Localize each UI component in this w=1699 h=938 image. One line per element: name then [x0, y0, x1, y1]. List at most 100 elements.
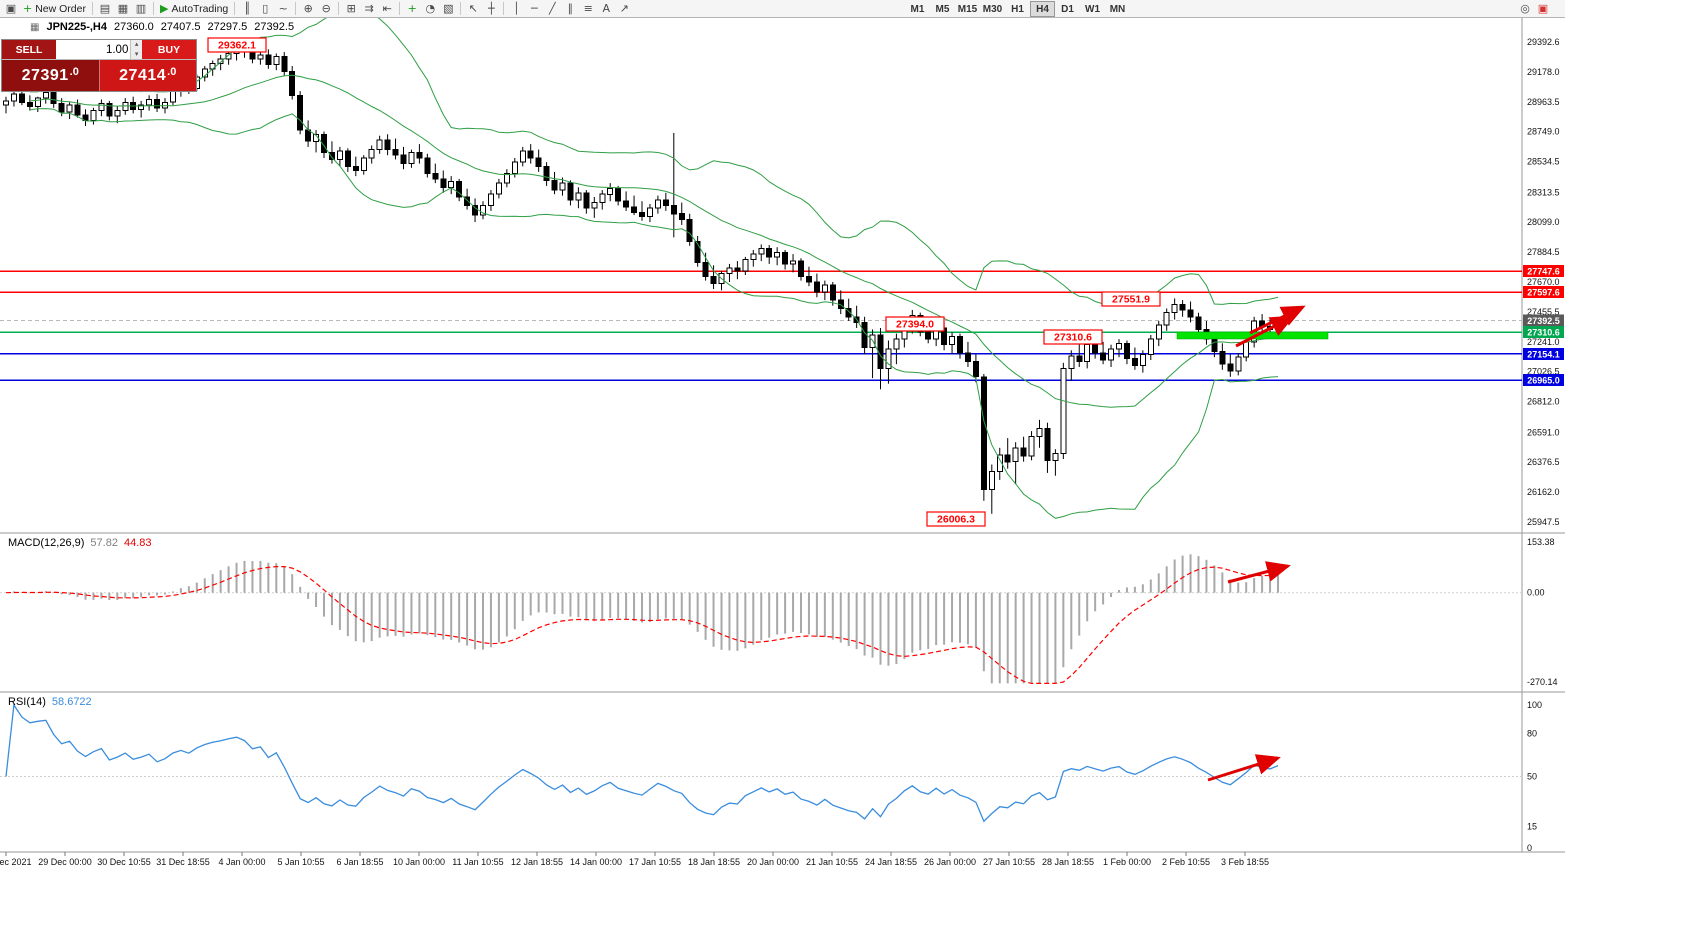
timeframe-d1-button[interactable]: D1 [1055, 1, 1080, 17]
tile-windows-icon[interactable]: ⊞ [342, 1, 360, 17]
svg-text:29392.6: 29392.6 [1527, 37, 1560, 47]
arrows-icon[interactable]: ↗ [615, 1, 633, 17]
profiles-icon[interactable]: ▤ [96, 1, 114, 17]
new-order-icon: + [23, 2, 33, 15]
svg-text:17 Jan 10:55: 17 Jan 10:55 [629, 857, 681, 867]
toolbar-separator [152, 2, 154, 15]
chart-canvas[interactable]: 29392.6 29178.0 28963.5 28749.0 28534.5 28313… [0, 18, 1565, 868]
sell-price-decimal: .0 [69, 66, 79, 78]
trendline-icon[interactable]: ╱ [543, 1, 561, 17]
vertical-line-icon[interactable]: │ [507, 1, 525, 17]
toolbar-separator [234, 2, 236, 15]
rsi-value: 58.6722 [51, 696, 92, 708]
svg-text:27026.5: 27026.5 [1527, 367, 1560, 377]
svg-text:29362.1: 29362.1 [218, 40, 256, 52]
svg-text:28749.0: 28749.0 [1527, 127, 1560, 137]
svg-text:5 Jan 10:55: 5 Jan 10:55 [277, 857, 324, 867]
autotrading-button[interactable]: ▶ AutoTrading [157, 1, 231, 17]
auto-scroll-icon[interactable]: ⇉ [360, 1, 378, 17]
symbol-period-label: JPN225-,H4 [46, 21, 107, 33]
search-icon[interactable]: ◎ [1516, 1, 1534, 17]
toolbar-separator [460, 2, 462, 15]
macd-header: MACD(12,26,9) 57.82 44.83 [8, 537, 151, 549]
timeframe-m5-button[interactable]: M5 [930, 1, 955, 17]
chart-info-line: ▦ JPN225-,H4 27360.0 27407.5 27297.5 273… [30, 21, 294, 33]
timeframe-h4-button[interactable]: H4 [1030, 1, 1055, 17]
rsi-header: RSI(14) 58.6722 [8, 696, 92, 708]
one-click-trading-panel: SELL ▴ ▾ BUY 27391 .0 27414 .0 [1, 39, 197, 92]
new-order-button[interactable]: + New Order [20, 1, 89, 17]
price-level-lines[interactable] [0, 270, 1522, 382]
sell-price[interactable]: 27391 .0 [2, 60, 100, 91]
svg-text:153.38: 153.38 [1527, 537, 1555, 547]
cursor-icon[interactable]: ↖ [464, 1, 482, 17]
svg-text:27455.5: 27455.5 [1527, 307, 1560, 317]
crosshair-icon[interactable]: ┼ [482, 1, 500, 17]
buy-button[interactable]: BUY [142, 40, 196, 59]
svg-text:11 Jan 10:55: 11 Jan 10:55 [452, 857, 503, 867]
horizontal-line-icon[interactable]: ─ [525, 1, 543, 17]
svg-text:26965.0: 26965.0 [1527, 376, 1560, 386]
svg-text:27 Jan 10:55: 27 Jan 10:55 [983, 857, 1035, 867]
timeframe-mn-button[interactable]: MN [1105, 1, 1130, 17]
toolbar: ▣ + New Order ▤ ▦ ▥ ▶ AutoTrading ║ ▯ ~ ⊕ ⊖ ⊞ ⇉ ⇤ + ◔ ▧ ↖ ┼ │… [0, 0, 1565, 18]
macd-label: MACD(12,26,9) [8, 537, 85, 549]
svg-text:15: 15 [1527, 822, 1537, 832]
svg-text:27392.5: 27392.5 [1527, 316, 1560, 326]
timeframe-m15-button[interactable]: M15 [955, 1, 980, 17]
sell-button[interactable]: SELL [2, 40, 56, 59]
indicators-icon[interactable]: + [403, 1, 421, 17]
text-label-icon[interactable]: A [597, 1, 615, 17]
svg-text:18 Jan 18:55: 18 Jan 18:55 [688, 857, 740, 867]
svg-text:26 Jan 00:00: 26 Jan 00:00 [924, 857, 976, 867]
alerts-icon[interactable]: ▣ [1534, 1, 1552, 17]
buy-price-value: 27414 [119, 66, 167, 84]
svg-text:27394.0: 27394.0 [896, 319, 934, 331]
price-annotations[interactable]: 29362.1 27394.0 27551.9 27310.6 26006.3 [207, 37, 1161, 527]
zoom-out-icon[interactable]: ⊖ [317, 1, 335, 17]
line-chart-icon[interactable]: ~ [274, 1, 292, 17]
data-window-icon[interactable]: ▥ [132, 1, 150, 17]
volume-input[interactable] [56, 40, 131, 59]
svg-text:1 Feb 00:00: 1 Feb 00:00 [1103, 857, 1151, 867]
close-value: 27392.5 [254, 21, 295, 33]
volume-spinner: ▴ ▾ [130, 40, 142, 59]
timeframe-h1-button[interactable]: H1 [1005, 1, 1030, 17]
trade-panel-controls: SELL ▴ ▾ BUY [2, 40, 196, 60]
svg-text:2 Feb 10:55: 2 Feb 10:55 [1162, 857, 1210, 867]
templates-icon[interactable]: ▧ [439, 1, 457, 17]
equidistant-channel-icon[interactable]: ∥ [561, 1, 579, 17]
svg-text:24 Jan 18:55: 24 Jan 18:55 [865, 857, 917, 867]
svg-text:28 Dec 2021: 28 Dec 2021 [0, 857, 32, 867]
svg-text:27310.6: 27310.6 [1054, 332, 1092, 344]
candles-layer [3, 46, 1281, 514]
svg-text:0: 0 [1527, 843, 1532, 853]
timeframe-w1-button[interactable]: W1 [1080, 1, 1105, 17]
candlestick-chart-icon[interactable]: ▯ [256, 1, 274, 17]
chart-shift-icon[interactable]: ⇤ [378, 1, 396, 17]
trend-arrows[interactable] [1207, 305, 1306, 782]
macd-signal-value: 44.83 [123, 537, 152, 549]
price-tags: 27747.6 27597.6 27392.5 27310.6 27154.1 26965… [1523, 265, 1564, 387]
volume-increase-button[interactable]: ▴ [131, 40, 142, 50]
buy-price-decimal: .0 [167, 66, 177, 78]
macd-main-value: 57.82 [90, 537, 118, 549]
macd-pane: 153.38 0.00 -270.14 [0, 537, 1558, 687]
market-watch-icon[interactable]: ▦ [114, 1, 132, 17]
timeframe-m30-button[interactable]: M30 [980, 1, 1005, 17]
volume-decrease-button[interactable]: ▾ [131, 49, 142, 59]
timeframe-toolbar: M1 M5 M15 M30 H1 H4 D1 W1 MN [905, 1, 1130, 17]
charts-window-icon[interactable]: ▣ [2, 1, 20, 17]
svg-text:30 Dec 10:55: 30 Dec 10:55 [97, 857, 151, 867]
zoom-in-icon[interactable]: ⊕ [299, 1, 317, 17]
svg-text:14 Jan 00:00: 14 Jan 00:00 [570, 857, 622, 867]
bar-chart-icon[interactable]: ║ [238, 1, 256, 17]
new-order-button-label: New Order [35, 2, 86, 15]
timeframe-m1-button[interactable]: M1 [905, 1, 930, 17]
buy-price[interactable]: 27414 .0 [99, 60, 196, 91]
fibonacci-icon[interactable]: ≡ [579, 1, 597, 17]
svg-text:10 Jan 00:00: 10 Jan 00:00 [393, 857, 445, 867]
periods-icon[interactable]: ◔ [421, 1, 439, 17]
toolbar-right-group: ◎ ▣ [1516, 0, 1552, 17]
